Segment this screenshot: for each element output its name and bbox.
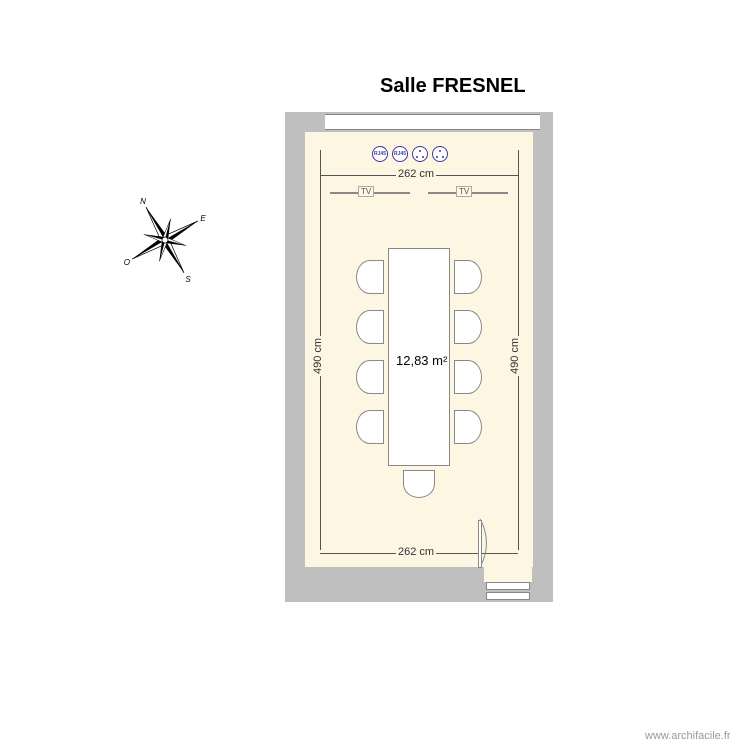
chair xyxy=(356,310,384,344)
room-area: 12,83 m² xyxy=(396,353,447,368)
dim-text-right: 490 cm xyxy=(509,336,521,376)
compass-icon: N S E O xyxy=(115,190,215,290)
door-step xyxy=(486,592,530,600)
door-opening xyxy=(484,567,532,582)
chair xyxy=(356,260,384,294)
page-title: Salle FRESNEL xyxy=(380,75,526,98)
svg-text:E: E xyxy=(200,214,206,223)
svg-text:N: N xyxy=(140,197,146,206)
outlet-rj45-2: RJ45 xyxy=(392,146,408,162)
window xyxy=(325,114,540,130)
svg-text:S: S xyxy=(185,275,191,284)
svg-text:O: O xyxy=(124,258,130,267)
tv-label-1: TV xyxy=(358,186,374,197)
outlet-power-1 xyxy=(412,146,428,162)
chair xyxy=(454,410,482,444)
chair xyxy=(403,470,435,498)
outlet-power-2 xyxy=(432,146,448,162)
chair xyxy=(356,410,384,444)
chair xyxy=(454,310,482,344)
outlet-rj45-1: RJ45 xyxy=(372,146,388,162)
door-panel xyxy=(478,520,482,568)
chair xyxy=(454,360,482,394)
dim-text-left: 490 cm xyxy=(312,336,324,376)
watermark: www.archifacile.fr xyxy=(645,730,731,742)
tv-label-2: TV xyxy=(456,186,472,197)
chair xyxy=(356,360,384,394)
door-step xyxy=(486,582,530,590)
dim-text-top: 262 cm xyxy=(396,168,436,180)
chair xyxy=(454,260,482,294)
